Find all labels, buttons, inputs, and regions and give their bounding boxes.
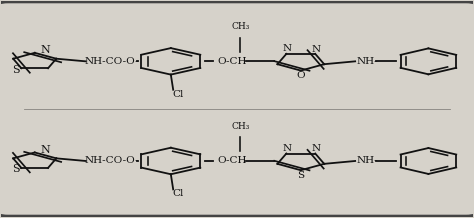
Text: CH₃: CH₃ bbox=[231, 22, 249, 31]
Text: S: S bbox=[297, 171, 304, 180]
Text: N: N bbox=[283, 144, 292, 153]
Text: Cl: Cl bbox=[172, 189, 183, 198]
Text: NH-: NH- bbox=[356, 157, 378, 165]
Text: O-CH: O-CH bbox=[218, 57, 247, 66]
Text: S: S bbox=[12, 164, 20, 174]
Text: N: N bbox=[311, 144, 320, 153]
Text: O-CH: O-CH bbox=[218, 157, 247, 165]
Text: Cl: Cl bbox=[172, 90, 183, 99]
Text: CH₃: CH₃ bbox=[231, 122, 249, 131]
Text: N: N bbox=[41, 45, 50, 55]
Text: N: N bbox=[311, 45, 320, 54]
Text: O: O bbox=[297, 71, 305, 80]
Text: N: N bbox=[41, 145, 50, 155]
Text: NH-: NH- bbox=[356, 57, 378, 66]
Text: S: S bbox=[12, 65, 20, 75]
Text: NH-CO-O-: NH-CO-O- bbox=[84, 57, 139, 66]
Text: NH-CO-O-: NH-CO-O- bbox=[84, 157, 139, 165]
Text: N: N bbox=[283, 44, 292, 53]
